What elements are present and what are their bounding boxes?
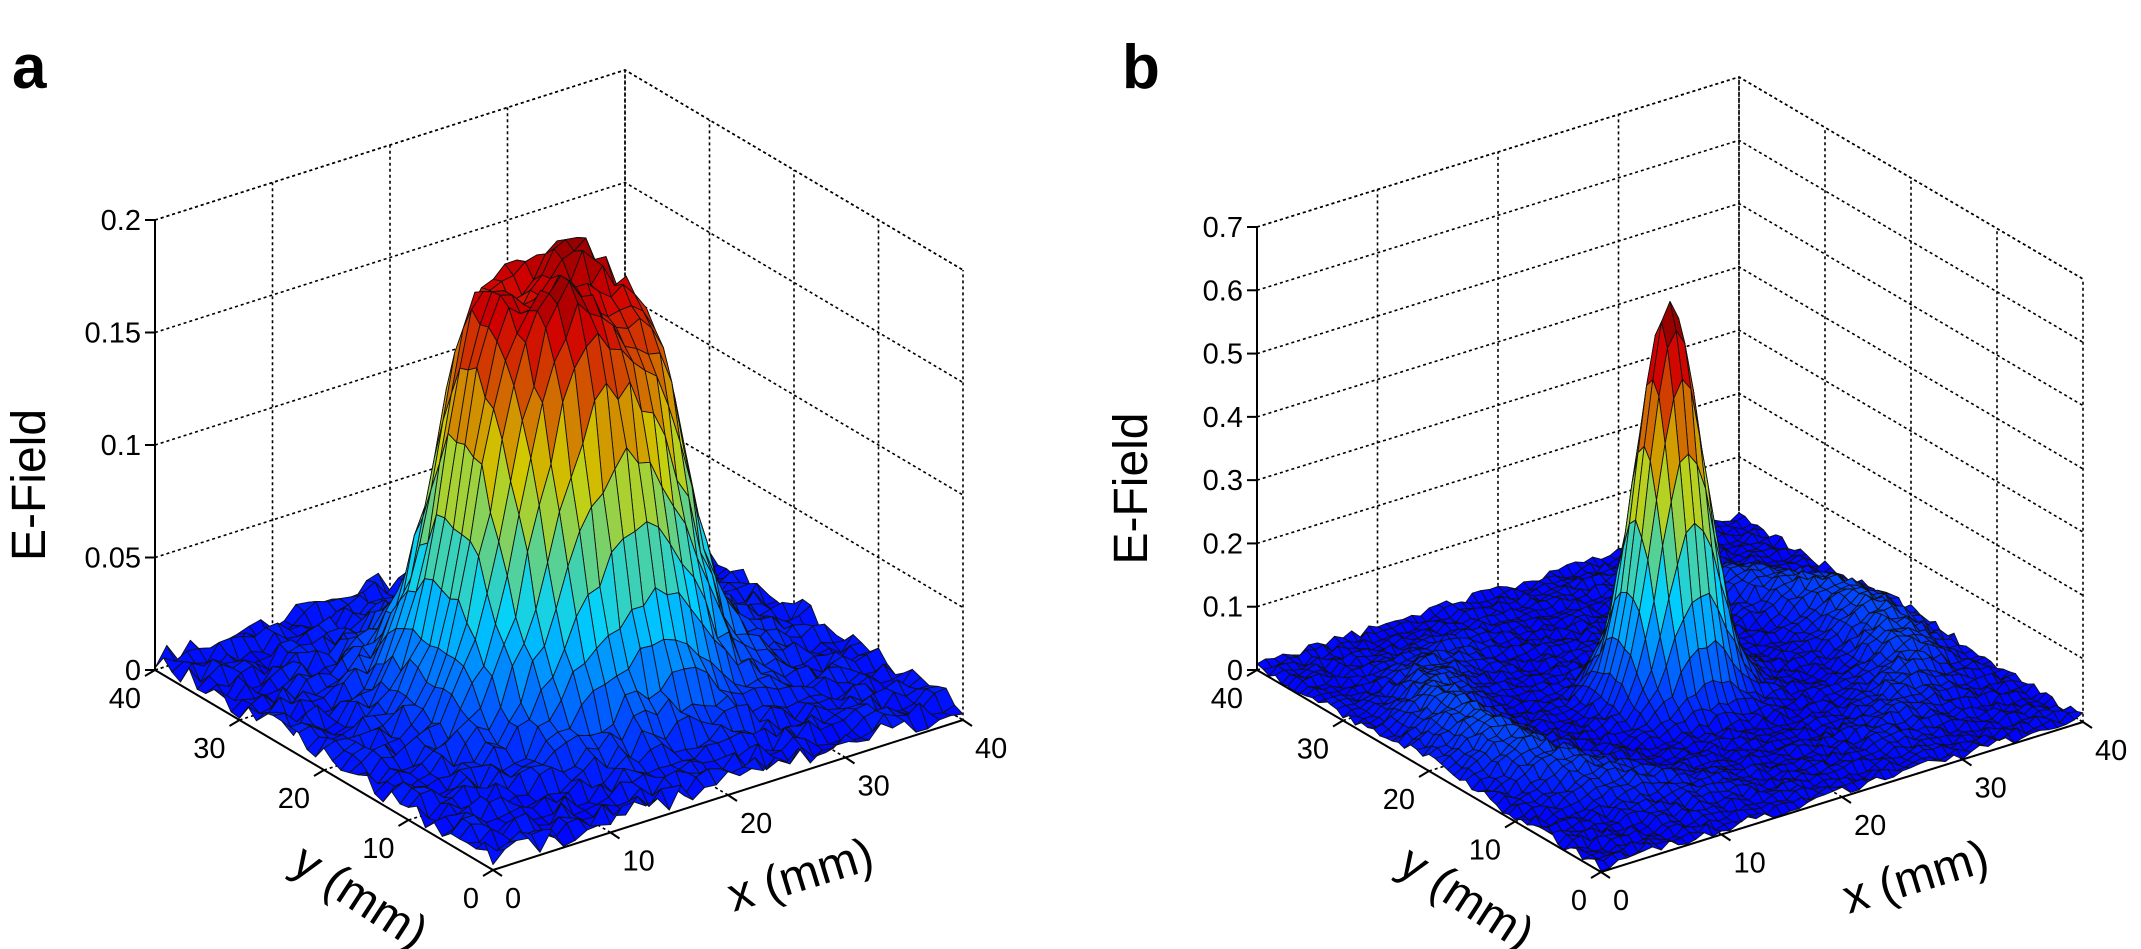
x-tick: [492, 869, 503, 877]
box-top-edge: [154, 69, 964, 271]
x-axis-title: x (mm): [721, 828, 879, 922]
x-tick: [609, 831, 621, 840]
y-tick-label: 40: [109, 683, 141, 715]
x-tick-label: 10: [1734, 848, 1766, 880]
x-tick: [727, 794, 738, 802]
box-top-edge: [1256, 76, 2084, 280]
x-tick: [1961, 758, 1973, 767]
y-axis-title: y (mm): [1389, 836, 1543, 949]
z-tick-label: 0: [125, 655, 141, 687]
surface-mesh: [154, 237, 964, 866]
y-tick: [397, 819, 410, 827]
y-tick: [228, 719, 241, 727]
z-gridline: [1256, 76, 2084, 280]
z-tick-label: 0.2: [101, 205, 141, 237]
y-tick: [1590, 871, 1602, 879]
x-axis-title: x (mm): [1837, 830, 1995, 924]
x-tick: [962, 719, 973, 727]
z-tick-label: 0.6: [1203, 275, 1243, 307]
x-tick-label: 10: [623, 846, 655, 878]
x-tick: [1841, 796, 1852, 804]
x-tick-label: 30: [1975, 773, 2007, 805]
x-tick-label: 20: [740, 808, 772, 840]
y-tick-label: 10: [362, 833, 394, 865]
z-tick-label: 0.2: [1203, 528, 1243, 560]
y-tick: [1332, 719, 1344, 728]
z-tick-label: 0: [1227, 655, 1243, 687]
y-tick-label: 0: [1571, 885, 1587, 917]
x-tick-label: 0: [505, 883, 521, 915]
x-tick-label: 20: [1854, 810, 1886, 842]
y-tick-label: 30: [193, 733, 225, 765]
y-tick-label: 40: [1211, 683, 1243, 715]
z-tick-label: 0.3: [1203, 465, 1243, 497]
x-tick-label: 0: [1613, 885, 1629, 917]
surface-mesh: [1256, 301, 2084, 872]
x-tick: [844, 756, 856, 765]
panel-label: a: [12, 33, 47, 102]
z-gridline: [154, 69, 964, 271]
z-tick-label: 0.05: [85, 543, 141, 575]
z-tick-label: 0.15: [85, 318, 141, 350]
z-tick-label: 0.4: [1203, 402, 1243, 434]
z-tick-label: 0.7: [1203, 212, 1243, 244]
x-tick-label: 30: [858, 771, 890, 803]
x-tick-label: 40: [2095, 735, 2127, 767]
z-tick-label: 0.1: [1203, 592, 1243, 624]
panel-label: b: [1122, 33, 1160, 102]
y-tick: [1418, 770, 1430, 778]
y-axis-title: y (mm): [283, 834, 437, 949]
z-tick-label: 0.1: [101, 430, 141, 462]
y-tick: [482, 869, 494, 877]
x-tick: [1600, 871, 1611, 879]
x-tick: [1720, 833, 1732, 842]
surface-panel-b: b 01020304001020304000.10.20.30.40.50.60…: [1105, 33, 2127, 949]
z-axis-title: E-Field: [3, 409, 56, 561]
z-axis-title: E-Field: [1105, 412, 1158, 564]
y-tick: [313, 769, 325, 777]
x-tick-label: 40: [975, 733, 1007, 765]
x-tick: [2082, 721, 2093, 729]
z-tick-label: 0.5: [1203, 339, 1243, 371]
y-tick: [1504, 820, 1516, 829]
y-tick-label: 20: [1383, 784, 1415, 816]
y-tick-label: 20: [278, 783, 310, 815]
y-tick-label: 10: [1469, 835, 1501, 867]
y-tick-label: 30: [1297, 734, 1329, 766]
y-tick-label: 0: [463, 883, 479, 915]
